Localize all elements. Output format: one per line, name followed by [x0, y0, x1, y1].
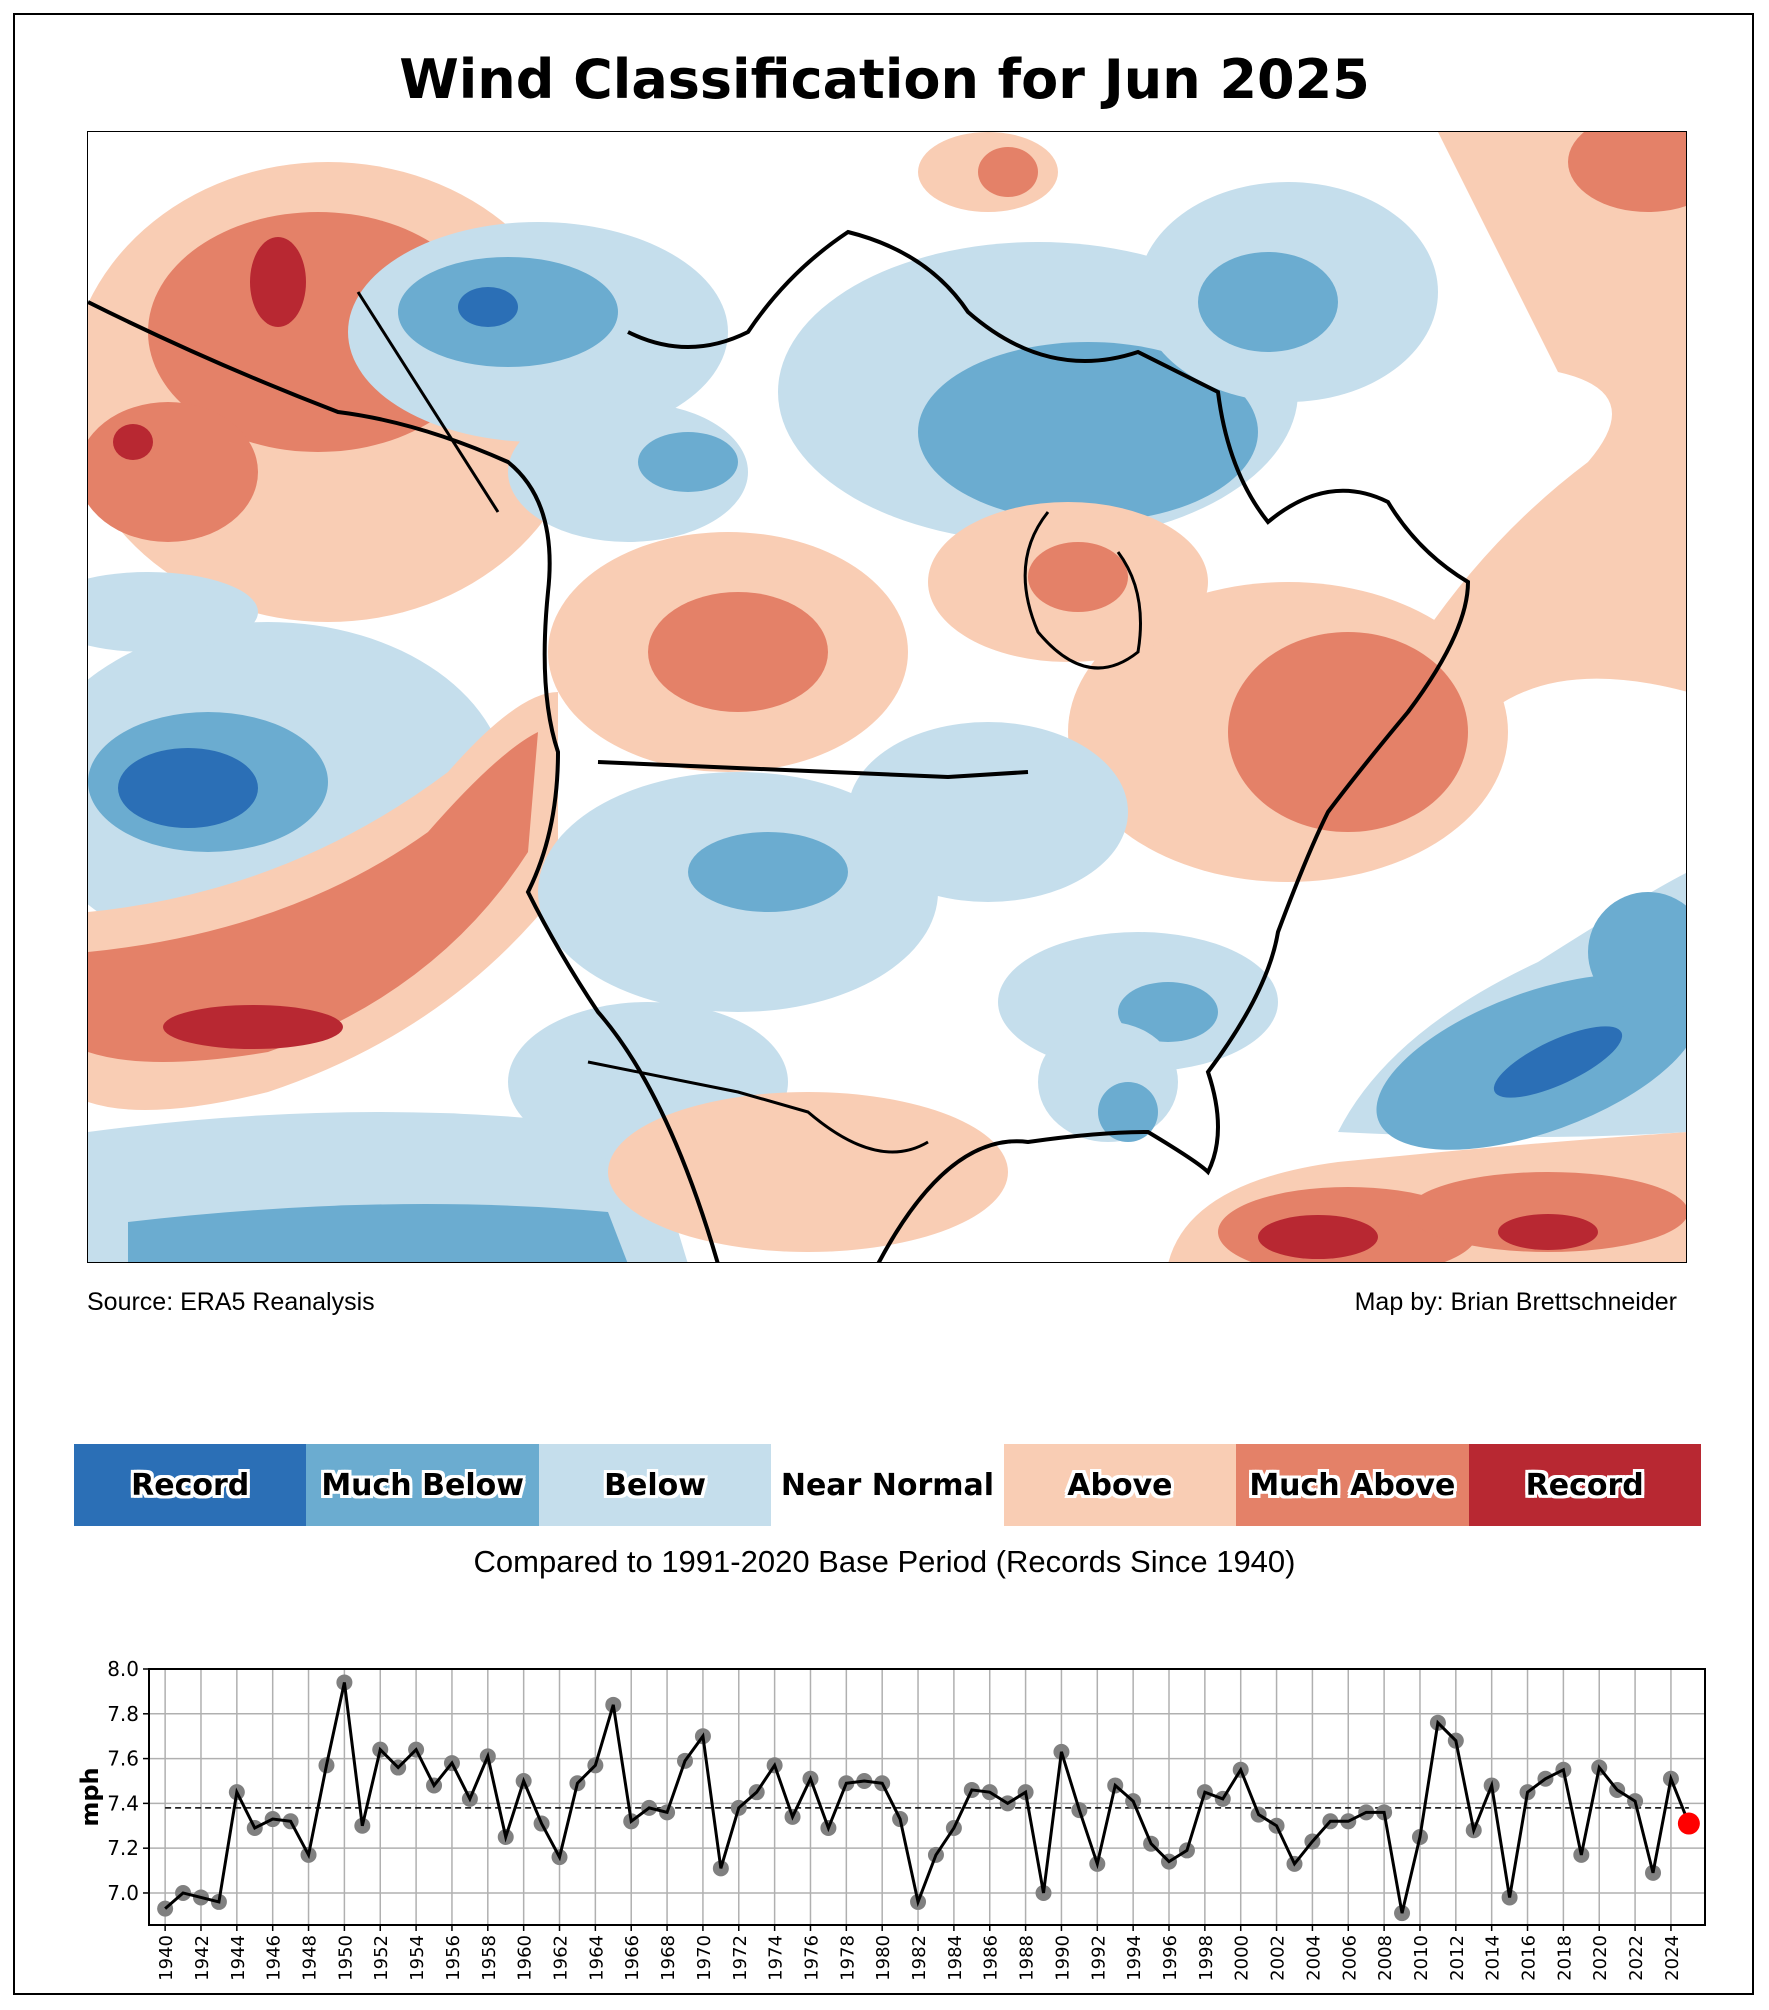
x-tick-label: 1988 — [1017, 1935, 1038, 1981]
x-tick-label: 1952 — [371, 1935, 392, 1981]
x-tick-label: 1982 — [909, 1935, 930, 1981]
legend-much-above: Much Above — [1236, 1444, 1469, 1526]
x-tick-label: 1960 — [515, 1935, 536, 1981]
x-tick-label: 2016 — [1519, 1935, 1540, 1981]
x-tick-label: 1966 — [622, 1935, 643, 1981]
y-tick-label: 7.4 — [107, 1791, 139, 1815]
x-tick-label: 2024 — [1662, 1935, 1683, 1981]
y-axis-label: mph — [76, 1767, 104, 1826]
x-tick-label: 1998 — [1196, 1935, 1217, 1981]
x-tick-label: 1964 — [586, 1935, 607, 1981]
x-tick-label: 1978 — [837, 1935, 858, 1981]
legend-below: Below — [538, 1444, 772, 1526]
page-title: Wind Classification for Jun 2025 — [399, 48, 1370, 111]
x-tick-label: 1992 — [1088, 1935, 1109, 1981]
x-tick-label: 1956 — [443, 1935, 464, 1981]
x-tick-label: 1994 — [1124, 1935, 1145, 1981]
x-tick-label: 2002 — [1268, 1935, 1289, 1981]
x-tick-label: 2004 — [1303, 1935, 1324, 1981]
x-tick-label: 1954 — [407, 1935, 428, 1981]
x-tick-label: 1970 — [694, 1935, 715, 1981]
y-tick-label: 7.6 — [107, 1747, 139, 1771]
x-tick-label: 2000 — [1232, 1935, 1253, 1981]
x-tick-label: 1946 — [264, 1935, 285, 1981]
current-year-point — [1677, 1812, 1700, 1835]
x-tick-label: 2008 — [1375, 1935, 1396, 1981]
legend-above: Above — [1003, 1444, 1237, 1526]
y-tick-label: 8.0 — [107, 1657, 139, 1681]
map-graphic — [88, 132, 1686, 1262]
x-tick-label: 1972 — [730, 1935, 751, 1981]
wind-timeseries-chart: 7.0 7.2 7.4 7.6 7.8 8.0 1940 1942 1944 1946 1948 19… — [76, 1657, 1706, 1981]
figure-frame — [13, 13, 1754, 1995]
legend-label: Above — [1067, 1467, 1173, 1503]
legend-label: Record — [1525, 1467, 1644, 1503]
base-period-note: Compared to 1991-2020 Base Period (Recor… — [473, 1544, 1296, 1579]
x-tick-label: 1986 — [981, 1935, 1002, 1981]
legend-near-normal: Near Normal — [771, 1444, 1004, 1526]
x-tick-label: 1974 — [766, 1935, 787, 1981]
category-legend: Record Much Below Below Near Normal Abov… — [74, 1444, 1701, 1526]
x-tick-label: 1980 — [873, 1935, 894, 1981]
x-tick-label: 1962 — [551, 1935, 572, 1981]
x-tick-label: 2022 — [1626, 1935, 1647, 1981]
series-line — [164, 1682, 1691, 1914]
legend-record-high: Record — [1468, 1444, 1701, 1526]
source-text: Source: ERA5 Reanalysis — [87, 1288, 375, 1316]
y-tick-label: 7.2 — [107, 1836, 139, 1860]
x-tick-label: 1990 — [1052, 1935, 1073, 1981]
x-tick-label: 2020 — [1590, 1935, 1611, 1981]
x-tick-label: 1950 — [335, 1935, 356, 1981]
legend-much-below: Much Below — [306, 1444, 539, 1526]
x-tick-label: 1968 — [658, 1935, 679, 1981]
legend-record-low: Record — [74, 1444, 307, 1526]
legend-label: Record — [131, 1467, 250, 1503]
x-tick-label: 1984 — [945, 1935, 966, 1981]
x-tick-label: 2014 — [1483, 1935, 1504, 1981]
legend-label: Near Normal — [780, 1467, 995, 1503]
x-tick-label: 1958 — [479, 1935, 500, 1981]
x-tick-label: 2012 — [1447, 1935, 1468, 1981]
x-tick-label: 2010 — [1411, 1935, 1432, 1981]
x-tick-label: 1996 — [1160, 1935, 1181, 1981]
y-tick-label: 7.0 — [107, 1881, 139, 1905]
x-tick-label: 1976 — [801, 1935, 822, 1981]
plot-frame — [148, 1668, 1706, 1926]
legend-label: Below — [604, 1467, 706, 1503]
legend-label: Much Above — [1249, 1467, 1456, 1503]
wind-classification-map — [87, 131, 1687, 1263]
y-tick-label: 7.8 — [107, 1702, 139, 1726]
legend-label: Much Below — [321, 1467, 524, 1503]
x-tick-label: 1948 — [300, 1935, 321, 1981]
credit-text: Map by: Brian Brettschneider — [1354, 1288, 1677, 1316]
x-tick-label: 1940 — [156, 1935, 177, 1981]
x-tick-label: 2006 — [1339, 1935, 1360, 1981]
x-tick-label: 2018 — [1554, 1935, 1575, 1981]
x-tick-label: 1942 — [192, 1935, 213, 1981]
x-tick-label: 1944 — [228, 1935, 249, 1981]
